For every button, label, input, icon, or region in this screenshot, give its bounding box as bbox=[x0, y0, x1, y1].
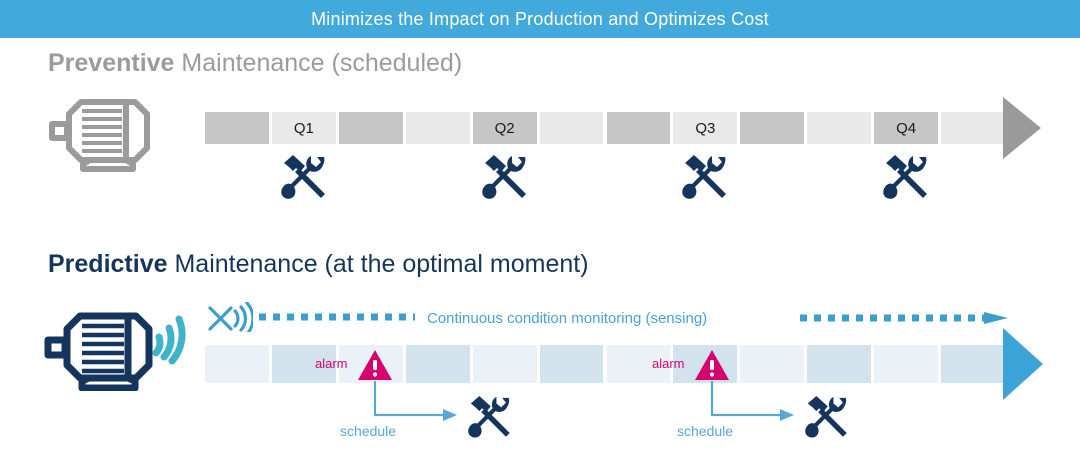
timeline-segment bbox=[941, 112, 1005, 144]
timeline-segment bbox=[205, 345, 269, 383]
timeline-segment-q1: Q1 bbox=[271, 112, 336, 144]
timeline-segment bbox=[472, 345, 537, 383]
predictive-timeline bbox=[205, 345, 1005, 383]
timeline-segment bbox=[807, 345, 872, 383]
quarter-label: Q1 bbox=[293, 119, 314, 137]
timeline-segment-q2: Q2 bbox=[472, 112, 537, 144]
timeline-segment bbox=[539, 112, 604, 144]
header-banner: Minimizes the Impact on Production and O… bbox=[0, 0, 1080, 38]
preventive-title-rest: Maintenance (scheduled) bbox=[174, 49, 463, 77]
banner-title: Minimizes the Impact on Production and O… bbox=[311, 8, 769, 29]
maintenance-tools-icon bbox=[805, 395, 847, 438]
timeline-segment bbox=[606, 112, 671, 144]
warning-triangle-icon bbox=[358, 350, 392, 380]
alarm-label: alarm bbox=[315, 356, 348, 371]
schedule-label: schedule bbox=[340, 423, 397, 439]
preventive-timeline: Q1 Q2 Q3 Q4 bbox=[205, 112, 1005, 144]
sensing-dotted-line-left bbox=[259, 313, 415, 321]
quarter-label: Q2 bbox=[494, 119, 515, 137]
preventive-timeline-arrow-icon bbox=[1003, 97, 1041, 159]
preventive-section-title: Preventive Maintenance (scheduled) bbox=[48, 51, 462, 76]
timeline-segment bbox=[539, 345, 604, 383]
maintenance-tools-icon bbox=[682, 155, 727, 199]
timeline-segment bbox=[271, 345, 336, 383]
timeline-segment bbox=[740, 345, 805, 383]
timeline-segment-q4: Q4 bbox=[874, 112, 939, 144]
sensing-label: Continuous condition monitoring (sensing… bbox=[427, 310, 708, 327]
maintenance-tools-icon bbox=[281, 155, 325, 199]
schedule-connector-arrow-icon bbox=[710, 381, 794, 421]
predictive-timeline-arrow-icon bbox=[1003, 328, 1043, 400]
predictive-title-rest: Maintenance (at the optimal moment) bbox=[167, 250, 589, 278]
sensor-antenna-icon bbox=[208, 302, 253, 332]
predictive-section-title: Predictive Maintenance (at the optimal m… bbox=[48, 252, 589, 277]
timeline-segment bbox=[874, 345, 939, 383]
electric-motor-wireless-icon bbox=[44, 312, 186, 391]
warning-triangle-icon bbox=[695, 350, 729, 380]
timeline-segment bbox=[740, 112, 805, 144]
timeline-segment bbox=[941, 345, 1005, 383]
preventive-title-strong: Preventive bbox=[48, 49, 175, 77]
sensing-row: Continuous condition monitoring (sensing… bbox=[205, 300, 1010, 336]
sensing-dotted-line-right bbox=[800, 312, 1008, 324]
alarm-label: alarm bbox=[652, 356, 685, 371]
signal-waves-icon bbox=[152, 315, 186, 365]
maintenance-tools-icon bbox=[481, 155, 526, 199]
timeline-segment-q3: Q3 bbox=[673, 112, 738, 144]
quarter-label: Q3 bbox=[695, 119, 716, 137]
timeline-segment bbox=[405, 112, 470, 144]
electric-motor-icon bbox=[49, 99, 150, 172]
timeline-segment bbox=[606, 345, 671, 383]
timeline-segment bbox=[807, 112, 872, 144]
schedule-connector-arrow-icon bbox=[373, 381, 457, 421]
predictive-title-strong: Predictive bbox=[48, 250, 168, 278]
timeline-segment bbox=[405, 345, 470, 383]
quarter-label: Q4 bbox=[896, 119, 917, 137]
timeline-segment bbox=[338, 112, 403, 144]
timeline-segment bbox=[205, 112, 269, 144]
schedule-label: schedule bbox=[677, 423, 734, 439]
maintenance-tools-icon bbox=[468, 395, 510, 438]
maintenance-tools-icon bbox=[883, 155, 928, 199]
